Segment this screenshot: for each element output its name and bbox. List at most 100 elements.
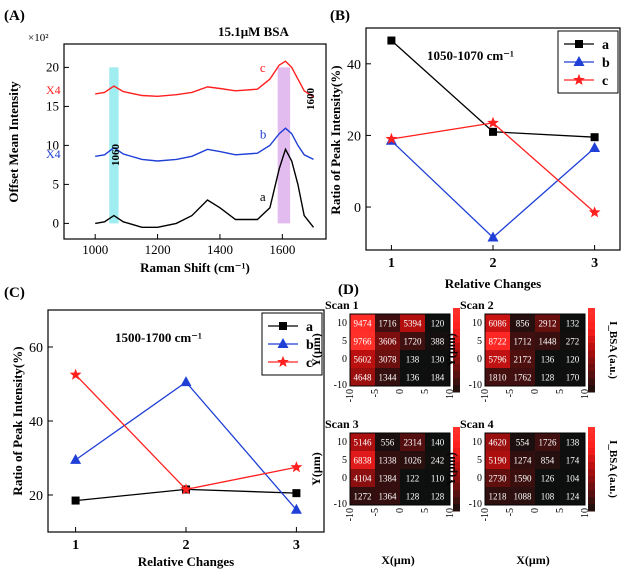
panel-a-bands [109,67,291,224]
heatmap-cell-value: 556 [381,438,395,448]
heatmap-y-tick: -10 [334,499,347,510]
heatmap-cell-value: 4620 [489,438,508,448]
legend-label-b: b [306,338,314,353]
colorbar-step [453,462,460,470]
heatmap-cell-value: 170 [566,373,580,383]
heatmap-cell [535,469,560,487]
heatmap-x-tick: -10 [480,389,491,402]
heatmap-ylabel: Y(μm) [309,333,323,366]
y-tick-label: 15 [46,98,59,113]
heatmap-cell [400,314,425,332]
panel-b-axes: 1 2 3 0 20 40 [347,58,598,271]
legend-label-b: b [602,56,610,71]
colorbar-step [588,364,595,372]
series-point-a [489,127,497,136]
heatmap-cell [425,469,450,487]
colorbar-step [588,469,595,477]
heatmap-cell [350,487,375,505]
series-point-a [590,133,599,142]
heatmap-frame [349,313,451,387]
heatmap-cell-value: 1026 [404,456,423,466]
heatmap-x-tick: -5 [505,508,516,516]
heatmap-y-tick: 10 [472,437,482,448]
heatmap-y-tick: 5 [477,336,482,347]
heatmap-2: Scan 2 6086 856 2912 132 8722 1712 1448 272 5796 2… [444,298,619,402]
heatmap-cell-value: 1810 [489,373,508,383]
colorbar-step [453,357,460,365]
heatmap-x-tick: -10 [345,508,356,521]
heatmap-cell-value: 138 [566,438,580,448]
heatmap-cell-value: 1590 [514,474,533,484]
heatmap-cell-value: 3606 [379,337,398,347]
heatmap-cell [535,314,560,332]
heatmap-4: Scan 4 4620 554 1726 138 5190 1274 854 174 2730 15… [444,417,619,521]
x-tick-label: 1400 [207,242,233,257]
heatmap-x-tick: 0 [395,389,406,394]
series-line-b [390,140,596,239]
legend-marker-b [277,338,289,348]
heatmap-cell-value: 1218 [489,492,508,502]
heatmap-cell [350,368,375,386]
y-tick-label: 0 [354,201,361,216]
heatmap-cell-value: 124 [566,492,580,502]
heatmap-x-tick: 10 [580,508,591,518]
series-label-c: c [260,60,266,75]
heatmap-cell [375,451,400,469]
heatmap-cell [400,433,425,451]
heatmap-cell-value: 1364 [379,492,398,502]
heatmap-cell [400,332,425,350]
heatmap-cell-value: 5796 [489,355,508,365]
heatmap-cell [425,350,450,368]
series-line-a [95,147,315,228]
panel-c-ylabel: Ratio of Peak Intensity(%) [10,346,25,495]
scan-title: Scan 4 [460,417,494,431]
multiplier-b: X4 [46,147,61,161]
colorbar-step [453,371,460,379]
panel-c-frame [47,309,325,533]
heatmap-x-tick: -5 [370,508,381,516]
panel-c: (C) 1 2 3 20 40 60 1500-1700 cm⁻¹ abc Relativ… [4,285,325,569]
heatmap-x-tick: 5 [420,508,431,513]
series-point-b [290,503,302,514]
heatmap-cell [425,332,450,350]
colorbar-step [588,308,595,316]
heatmap-ylabel: Y(μm) [444,333,458,366]
heatmap-cell [375,469,400,487]
heatmap-cell [560,332,585,350]
colorbar-step [453,329,460,337]
heatmap-cell [535,451,560,469]
series-point-b [180,376,192,387]
heatmap-x-tick: 0 [395,508,406,513]
series-point-b [70,453,82,464]
panel-b-frame [365,27,621,251]
colorbar-step [588,357,595,365]
panel-a-frame [63,43,327,240]
heatmap-cell-value: 1762 [514,373,532,383]
heatmap-cell-value: 128 [541,373,555,383]
panel-b-series [385,36,601,242]
series-point-c [385,132,398,144]
colorbar-step [453,385,460,393]
heatmap-cell-value: 126 [541,474,555,484]
heatmap-cell-value: 5146 [354,438,373,448]
panel-b-legend: abc [557,30,619,94]
x-tick-label: 3 [591,256,598,271]
heatmap-cell [485,350,510,368]
heatmap-cell [485,487,510,505]
colorbar-step [453,322,460,330]
heatmap-y-tick: 0 [477,354,482,365]
colorbar-step [588,385,595,393]
panel-b-annotation: 1050-1070 cm⁻¹ [427,48,514,63]
colorbar-step [588,483,595,491]
heatmap-cell-value: 108 [541,492,555,502]
heatmap-cell-value: 1274 [514,456,533,466]
heatmap-cell [375,332,400,350]
heatmap-cell-value: 110 [431,474,445,484]
heatmap-cell [560,451,585,469]
heatmap-cell [510,314,535,332]
heatmap-cell [535,332,560,350]
colorbar-label: I_BSA (a.u.) [607,321,619,379]
heatmap-cell [535,350,560,368]
colorbar-step [453,448,460,456]
series-point-c [487,116,499,128]
